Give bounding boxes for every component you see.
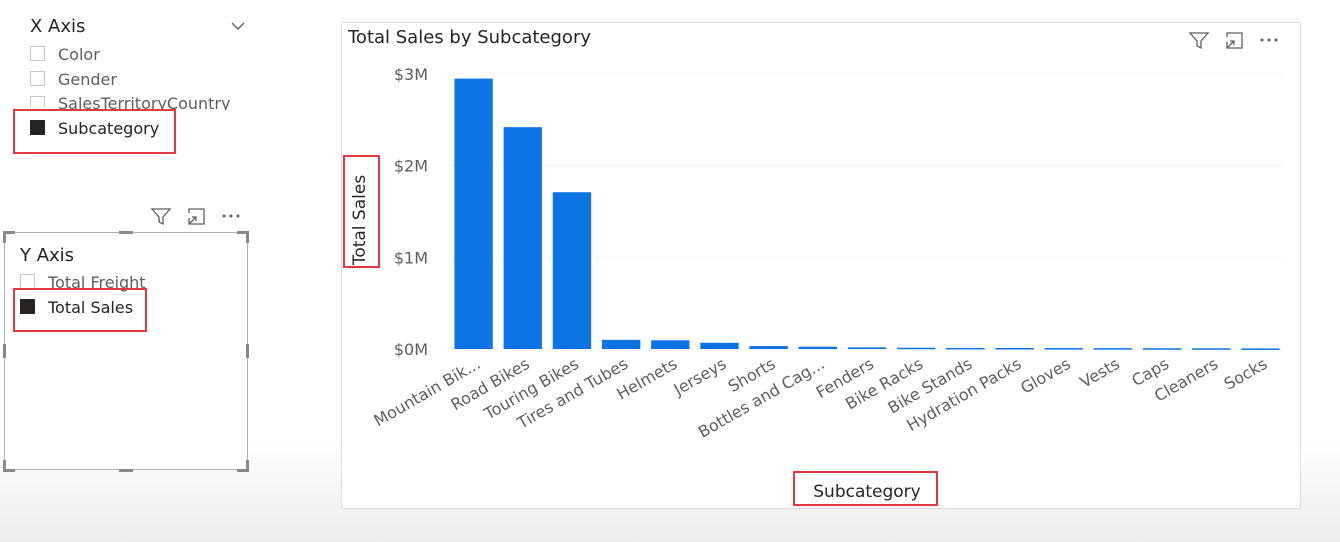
x-tick-label: Jerseys: [670, 354, 730, 400]
y-tick-label: $1M: [394, 248, 428, 267]
resize-handle[interactable]: [3, 231, 15, 234]
slicer-item-label: Color: [58, 45, 100, 64]
x-axis-slicer-header[interactable]: X Axis: [30, 12, 260, 42]
y-axis-title: Total Sales: [350, 175, 370, 266]
slicer-item-salesterritorycountry[interactable]: SalesTerritoryCountry: [30, 92, 260, 110]
resize-handle[interactable]: [246, 231, 249, 243]
bar[interactable]: [700, 342, 739, 349]
bar[interactable]: [1192, 348, 1231, 350]
x-axis-slicer: X Axis Color Gender SalesTerritoryCountr…: [30, 12, 260, 141]
checkbox[interactable]: [30, 46, 45, 61]
bar[interactable]: [454, 78, 493, 350]
highlight-box-y-axis-title: [343, 155, 380, 268]
y-tick-label: $3M: [394, 65, 428, 84]
bar[interactable]: [1142, 348, 1182, 350]
resize-handle[interactable]: [246, 460, 249, 472]
y-tick-label: $2M: [394, 157, 428, 176]
slicer-item-label: Subcategory: [58, 119, 160, 138]
y-axis-slicer-header: Y Axis: [20, 241, 74, 271]
bar[interactable]: [1044, 348, 1083, 350]
resize-handle[interactable]: [3, 460, 6, 472]
x-axis-slicer-title: X Axis: [30, 16, 86, 37]
resize-handle[interactable]: [3, 344, 6, 358]
slicer-item-subcategory[interactable]: Subcategory: [30, 116, 260, 141]
highlight-box-subcategory: [13, 109, 176, 154]
chart-title: Total Sales by Subcategory: [348, 27, 591, 48]
chart-plot: $0M$1M$2M$3M Mountain Bik...Road BikesTo…: [350, 65, 1285, 502]
y-axis-visual-header: [150, 205, 250, 227]
slicer-item-label: Gender: [58, 70, 117, 89]
focus-mode-icon[interactable]: [1224, 29, 1246, 51]
highlight-box-x-axis-title: [793, 471, 938, 506]
x-tick-label: Gloves: [1017, 354, 1074, 398]
bar[interactable]: [1093, 348, 1133, 350]
bar[interactable]: [847, 347, 887, 349]
slicer-item-total-sales[interactable]: Total Sales: [20, 295, 240, 320]
resize-handle[interactable]: [237, 469, 249, 472]
x-axis-title: Subcategory: [813, 482, 921, 502]
slicer-item-label: Total Sales: [48, 298, 134, 317]
slicer-item-color[interactable]: Color: [30, 42, 260, 67]
focus-mode-icon[interactable]: [186, 205, 208, 227]
bar[interactable]: [601, 339, 641, 349]
bar[interactable]: [995, 347, 1034, 350]
bar-chart-visual[interactable]: Total Sales by Subcategory $0M $1M $2M $3M …: [341, 22, 1301, 509]
more-options-icon[interactable]: [1258, 29, 1280, 51]
checkbox[interactable]: [20, 274, 35, 289]
slicer-item-gender[interactable]: Gender: [30, 67, 260, 92]
y-axis-slicer-title: Y Axis: [20, 245, 75, 266]
chevron-down-icon[interactable]: [230, 18, 246, 34]
slicer-item-total-freight[interactable]: Total Freight: [20, 270, 240, 295]
bar[interactable]: [798, 346, 838, 349]
slicer-item-label: Total Freight: [48, 273, 146, 292]
filter-icon[interactable]: [150, 205, 172, 227]
y-axis-slicer[interactable]: Y Axis Total Freight Total Sales: [4, 232, 248, 470]
bar[interactable]: [946, 347, 985, 350]
slicer-item-label: SalesTerritoryCountry: [58, 94, 231, 110]
checkbox-checked[interactable]: [20, 299, 35, 314]
checkbox-checked[interactable]: [30, 120, 45, 135]
bar[interactable]: [1241, 348, 1280, 350]
resize-handle[interactable]: [246, 344, 249, 358]
bar[interactable]: [651, 340, 690, 349]
y-tick-label: $0M: [394, 340, 428, 359]
bar[interactable]: [503, 127, 542, 350]
bar[interactable]: [749, 346, 788, 349]
resize-handle[interactable]: [3, 469, 15, 472]
highlight-box-total-sales: [13, 288, 147, 332]
resize-handle[interactable]: [119, 231, 133, 234]
resize-handle[interactable]: [119, 469, 133, 472]
checkbox[interactable]: [30, 96, 45, 107]
more-options-icon[interactable]: [220, 205, 242, 227]
chart-visual-header: [1188, 29, 1288, 51]
x-tick-label: Socks: [1221, 354, 1271, 394]
bar[interactable]: [552, 192, 592, 349]
checkbox[interactable]: [30, 71, 45, 86]
resize-handle[interactable]: [3, 231, 6, 243]
bar[interactable]: [896, 347, 936, 350]
resize-handle[interactable]: [237, 231, 249, 234]
filter-icon[interactable]: [1188, 29, 1210, 51]
x-tick-label: Vests: [1077, 354, 1123, 392]
